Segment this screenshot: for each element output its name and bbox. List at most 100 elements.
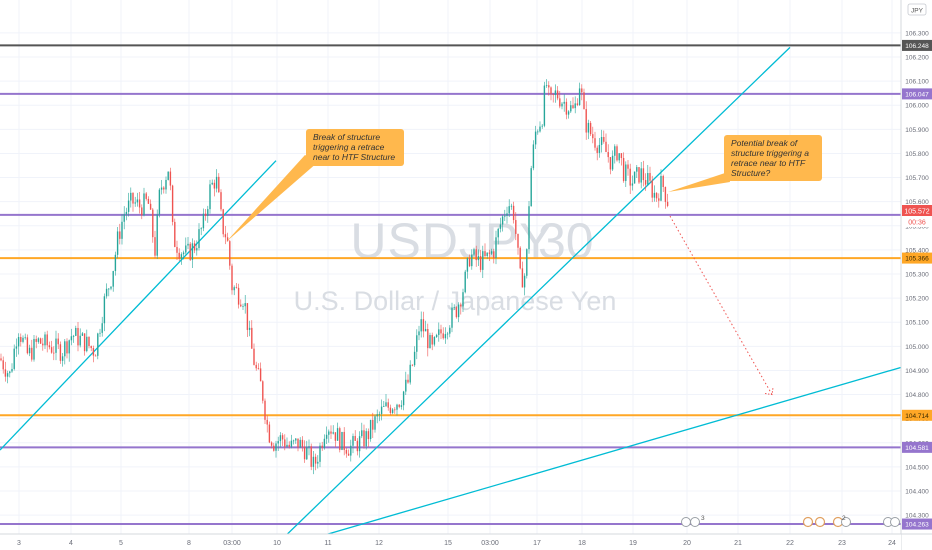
price-axis[interactable]: JPY 106.300 106.200 106.100 106.000 105.900 1… [900,0,932,550]
candle-body [521,268,524,288]
candle-body [594,138,596,148]
candle-body [446,333,449,335]
time-axis[interactable]: 3 4 5 8 03:00 10 11 12 15 03:00 17 18 19 20 21 22 23 24 [0,533,932,550]
candle-body [627,164,629,169]
y-tick-label: 105.100 [905,320,929,327]
candle-body [517,233,519,248]
candle-body [174,221,176,247]
candle-body [9,371,11,374]
event-group-3[interactable] [883,517,900,527]
event-marker [690,517,700,527]
candle-body [482,251,484,270]
level-label-bg [902,252,932,264]
annotation-1-line-1: Break of structure [313,132,380,142]
y-tick-label: 104.800 [905,392,929,399]
candle-body [420,319,422,332]
candle-body [105,288,108,297]
candle-body [141,207,143,216]
event-markers[interactable]: 3 2 [681,515,900,528]
candle-body [24,337,26,339]
candle-body [160,187,163,190]
candle-body [563,101,565,104]
candle-body [554,90,557,96]
candle-body [90,346,92,349]
candle-body [411,364,414,366]
candle-body [259,368,262,382]
y-tick-label: 104.900 [905,368,929,375]
candle-body [323,438,326,448]
candle-body [651,180,653,198]
candle-body [281,435,284,440]
y-tick-label: 105.900 [905,127,929,134]
candle-body [125,211,128,215]
candle-body [237,287,240,305]
candle-body [512,205,515,221]
candle-body [418,331,420,336]
candle-body [57,338,59,345]
candle-body [644,180,647,185]
candle-body [114,254,117,272]
candle-body [363,430,365,447]
x-tick-label: 03:00 [481,540,499,547]
candle-body [110,286,112,289]
candle-body [11,368,13,372]
candle-body [132,192,134,204]
candle-body [367,431,370,440]
candle-body [213,182,216,189]
candle-body [288,444,290,447]
y-tick-label: 106.300 [905,30,929,37]
candle-body [565,101,568,115]
candle-body [86,336,88,352]
x-tick-label: 19 [629,540,637,547]
candle-body [310,446,312,467]
candle-body [229,241,231,266]
candle-body [257,368,260,370]
event-group-1[interactable]: 3 [681,515,706,527]
candle-body [226,237,229,242]
candle-body [246,303,249,330]
candle-body [460,304,462,307]
candle-body [407,379,409,383]
candle-body [220,192,222,210]
candle-body [532,144,535,169]
candle-body [108,288,110,290]
annotation-1[interactable]: Break of structure triggering a retrace … [226,129,404,242]
candle-body [167,171,169,180]
candle-body [112,271,114,287]
candle-body [72,335,75,337]
annotation-2[interactable]: Potential break of structure triggering … [668,135,822,192]
candle-body [396,404,398,410]
level-label: 104.714 [905,413,929,420]
candle-body [202,213,205,229]
candle-body [422,319,425,332]
candle-body [119,231,121,239]
candle-body [341,431,343,450]
candle-body [123,214,125,222]
candle-body [572,105,574,109]
candle-body [277,441,279,444]
level-label-bg [902,88,932,100]
candle-body [376,414,378,417]
level-label-bg [902,518,932,530]
projection-arrow [669,215,774,396]
event-group-2[interactable]: 2 [802,515,851,528]
candle-body [402,391,405,406]
annotation-2-line-1: Potential break of [731,138,799,148]
candle-body [231,265,233,291]
annotation-1-box [306,129,404,166]
candle-body [530,168,532,207]
candle-body [345,450,348,454]
candle-body [295,438,297,441]
candle-body [31,347,33,360]
y-tick-label: 104.300 [905,513,929,520]
candle-body [17,337,20,347]
level-label-bg [902,409,932,421]
y-tick-label: 105.000 [905,344,929,351]
candle-body [306,447,308,460]
candle-body [35,338,37,342]
candle-body [64,341,66,357]
annotation-1-line-2: triggering a retrace [313,142,385,152]
candle-body [526,249,528,276]
candle-body [578,88,581,105]
